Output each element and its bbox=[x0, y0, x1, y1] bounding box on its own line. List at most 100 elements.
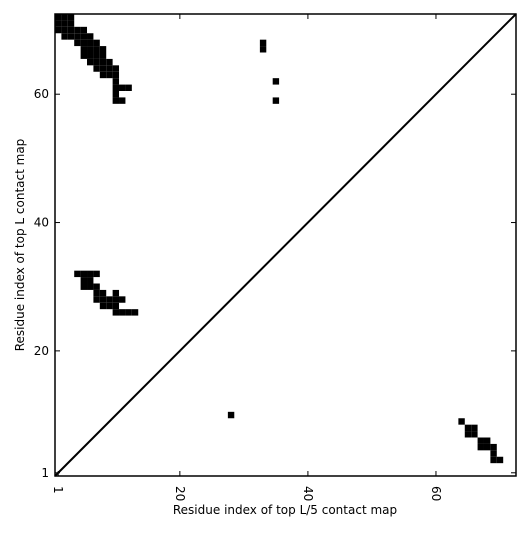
contact-cell bbox=[496, 456, 504, 464]
contact-cell bbox=[93, 58, 100, 66]
contact-cell bbox=[99, 65, 107, 72]
contact-cell bbox=[87, 283, 94, 290]
contact-cell bbox=[471, 431, 478, 438]
contact-cell bbox=[112, 97, 120, 104]
contact-cell bbox=[490, 443, 497, 451]
contact-cell bbox=[74, 39, 81, 47]
contact-cell bbox=[93, 39, 100, 47]
x-tick-label: 40 bbox=[301, 486, 315, 501]
contact-cell bbox=[112, 91, 120, 98]
contact-cell bbox=[106, 58, 113, 66]
y-axis-label: Residue index of top L contact map bbox=[13, 139, 27, 352]
y-tick-label: 20 bbox=[34, 344, 49, 358]
contact-cell bbox=[112, 65, 120, 72]
contact-cell bbox=[67, 33, 75, 40]
contact-cell bbox=[80, 26, 88, 34]
contact-cell bbox=[106, 71, 113, 79]
contact-cell bbox=[93, 296, 100, 303]
y-tick-label: 1 bbox=[41, 466, 49, 480]
x-tick-label: 1 bbox=[51, 486, 65, 494]
contact-cell bbox=[99, 58, 107, 66]
contact-cell bbox=[112, 309, 120, 316]
contact-cell bbox=[112, 302, 120, 310]
contact-cell bbox=[87, 277, 94, 284]
contact-cell bbox=[490, 456, 497, 464]
contact-cell bbox=[80, 52, 88, 59]
contact-cell bbox=[99, 289, 107, 297]
contact-cell bbox=[131, 309, 139, 316]
contact-cell bbox=[106, 65, 113, 72]
contact-cell bbox=[464, 431, 472, 438]
contact-cell bbox=[80, 46, 88, 53]
contact-cell bbox=[93, 289, 100, 297]
contact-cell bbox=[61, 26, 68, 34]
contact-cell bbox=[61, 14, 68, 21]
contact-cell bbox=[119, 296, 126, 303]
contact-cell bbox=[80, 283, 88, 290]
contact-cell bbox=[55, 26, 62, 34]
contact-cell bbox=[119, 309, 126, 316]
contact-cell bbox=[99, 46, 107, 53]
contact-cell bbox=[93, 270, 100, 278]
contact-cell bbox=[477, 443, 484, 451]
contact-cell bbox=[93, 52, 100, 59]
y-tick-label: 60 bbox=[34, 87, 49, 101]
contact-cell bbox=[477, 437, 484, 444]
contact-cell bbox=[483, 443, 491, 451]
contact-cell bbox=[99, 71, 107, 79]
contact-cell bbox=[67, 20, 75, 27]
contact-cell bbox=[471, 424, 478, 432]
contact-cell bbox=[112, 84, 120, 91]
x-tick-label: 60 bbox=[429, 486, 443, 501]
contact-cell bbox=[112, 296, 120, 303]
contact-cell bbox=[87, 46, 94, 53]
contact-cell bbox=[119, 97, 126, 104]
contact-cell bbox=[259, 39, 267, 47]
contact-cell bbox=[106, 296, 113, 303]
diagonal bbox=[54, 13, 517, 477]
contact-cell bbox=[125, 309, 132, 316]
contact-cell bbox=[119, 84, 126, 91]
contact-cell bbox=[272, 97, 280, 104]
contact-cell bbox=[99, 296, 107, 303]
contact-cell bbox=[227, 411, 235, 419]
contact-cell bbox=[106, 302, 113, 310]
contact-cell bbox=[93, 65, 100, 72]
contact-cell bbox=[80, 277, 88, 284]
contact-cell bbox=[99, 52, 107, 59]
contact-cell bbox=[61, 20, 68, 27]
contact-cell bbox=[112, 71, 120, 79]
contact-cell bbox=[80, 270, 88, 278]
x-axis-label: Residue index of top L/5 contact map bbox=[173, 503, 397, 517]
contact-cell bbox=[112, 78, 120, 85]
contact-cell bbox=[61, 33, 68, 40]
contact-cell bbox=[74, 33, 81, 40]
contact-cell bbox=[67, 14, 75, 21]
contact-cell bbox=[112, 289, 120, 297]
contact-cell bbox=[87, 33, 94, 40]
y-tick-label: 40 bbox=[34, 216, 49, 230]
contact-cell bbox=[93, 46, 100, 53]
contact-cell bbox=[80, 39, 88, 47]
contact-cell bbox=[74, 270, 81, 278]
contact-cell bbox=[87, 270, 94, 278]
contact-cell bbox=[55, 20, 62, 27]
contact-cell bbox=[99, 302, 107, 310]
contact-cell bbox=[125, 84, 132, 91]
contact-cell bbox=[74, 26, 81, 34]
contact-cell bbox=[80, 33, 88, 40]
contact-cell bbox=[67, 26, 75, 34]
x-tick-label: 20 bbox=[173, 486, 187, 501]
contact-cell bbox=[87, 52, 94, 59]
contact-cell bbox=[458, 418, 465, 425]
contact-cell bbox=[87, 58, 94, 66]
contact-cell bbox=[272, 78, 280, 85]
contact-cell bbox=[483, 437, 491, 444]
contact-cell bbox=[87, 39, 94, 47]
contact-cell bbox=[93, 283, 100, 290]
contact-cell bbox=[490, 450, 497, 457]
contact-cell bbox=[259, 46, 267, 53]
contact-cell bbox=[464, 424, 472, 432]
plot-frame bbox=[54, 13, 517, 477]
